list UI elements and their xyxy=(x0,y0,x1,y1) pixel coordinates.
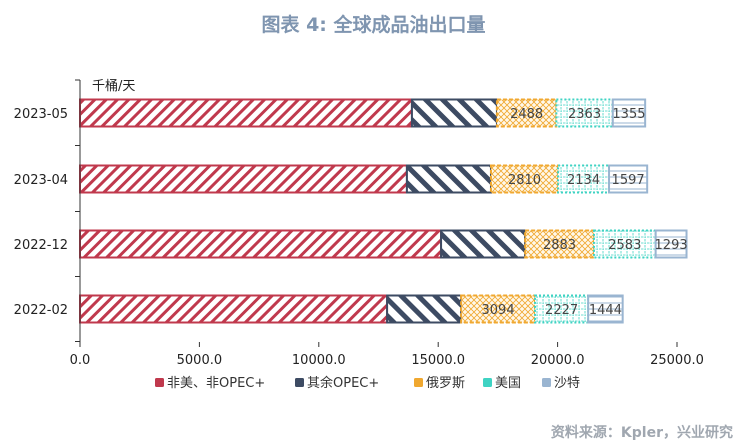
y-tick-label: 2023-04 xyxy=(14,173,68,188)
bar-segment xyxy=(587,294,624,324)
bar-segment xyxy=(592,229,657,259)
legend-label: 美国 xyxy=(495,376,521,391)
x-tick-label: 0.0 xyxy=(70,353,91,368)
bar-segment xyxy=(440,229,527,259)
chart-title: 图表 4: 全球成品油出口量 xyxy=(261,14,486,36)
y-tick-label: 2023-05 xyxy=(14,107,68,122)
unit-label: 千桶/天 xyxy=(92,79,135,94)
bar-segment xyxy=(79,294,389,324)
bar-segment xyxy=(410,98,498,128)
data-label: 2583 xyxy=(608,238,641,253)
source-note: 资料来源：Kpler，兴业研究 xyxy=(550,425,733,441)
legend-swatch xyxy=(542,378,551,387)
data-label: 3094 xyxy=(482,303,515,318)
bar-segment xyxy=(79,164,408,194)
data-label: 1444 xyxy=(589,303,622,318)
bar-segment xyxy=(79,229,443,259)
bar-segment xyxy=(405,164,492,194)
data-label: 2883 xyxy=(543,238,576,253)
x-tick-label: 5000.0 xyxy=(177,353,223,368)
x-tick-label: 25000.0 xyxy=(650,353,704,368)
x-tick-label: 10000.0 xyxy=(292,353,346,368)
legend-swatch xyxy=(295,378,304,387)
data-label: 2227 xyxy=(545,303,578,318)
bar-segment xyxy=(555,98,614,128)
bar-segment xyxy=(386,294,463,324)
legend-swatch xyxy=(155,378,164,387)
data-label: 1293 xyxy=(655,238,688,253)
bar-segment xyxy=(654,229,688,259)
data-label: 2134 xyxy=(567,173,600,188)
data-label: 1355 xyxy=(612,107,645,122)
y-tick-label: 2022-12 xyxy=(14,238,68,253)
x-tick-label: 20000.0 xyxy=(531,353,585,368)
legend-label: 俄罗斯 xyxy=(426,376,465,391)
bar-segment xyxy=(534,294,590,324)
data-label: 2488 xyxy=(510,107,543,122)
legend-swatch xyxy=(414,378,423,387)
data-label: 1597 xyxy=(612,173,645,188)
data-label: 2810 xyxy=(508,173,541,188)
legend-label: 沙特 xyxy=(554,376,580,391)
bar-segment xyxy=(460,294,537,324)
x-tick-label: 15000.0 xyxy=(411,353,465,368)
legend-label: 非美、非OPEC+ xyxy=(167,376,265,391)
data-label: 2363 xyxy=(568,107,601,122)
legend-swatch xyxy=(483,378,492,387)
legend-label: 其余OPEC+ xyxy=(307,375,379,391)
bar-segment xyxy=(611,98,647,128)
y-tick-label: 2022-02 xyxy=(14,303,68,318)
bar-segment xyxy=(524,229,595,259)
bar-segment xyxy=(79,98,413,128)
bar-segment xyxy=(608,164,649,194)
